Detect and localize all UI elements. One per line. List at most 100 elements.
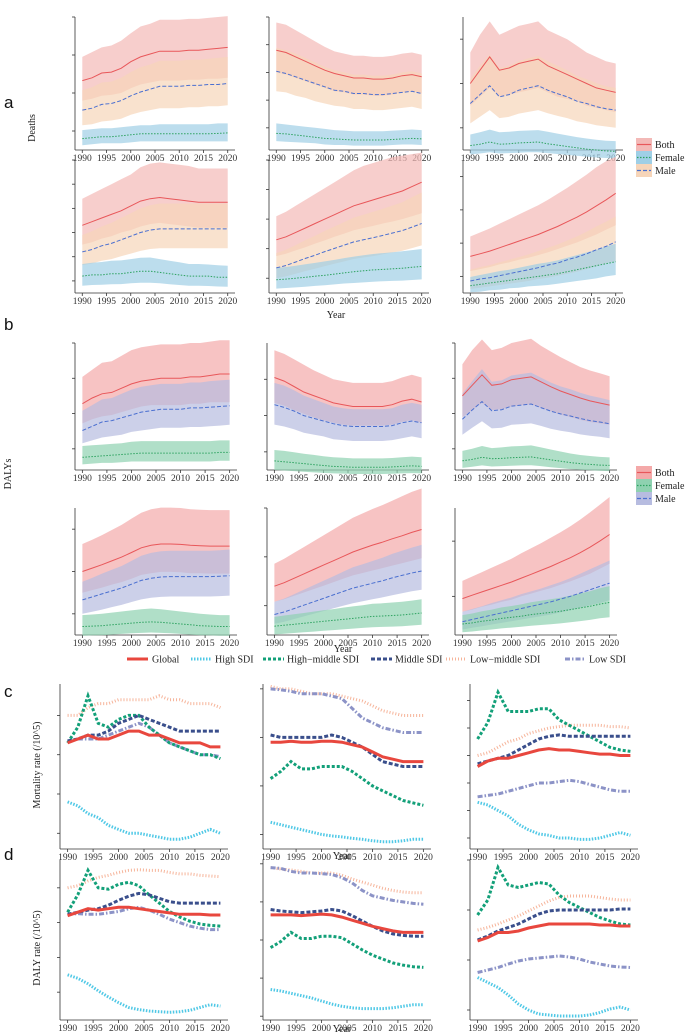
uncertainty-band-female <box>276 123 422 146</box>
series-line-high-middle-sdi <box>66 691 221 761</box>
series-line-middle-sdi <box>67 713 221 743</box>
x-tick-label: 1990 <box>73 639 92 649</box>
legend-label-middle-sdi: Middle SDI <box>395 655 443 666</box>
x-tick-label: 2020 <box>600 639 619 649</box>
series-line-both <box>274 529 422 587</box>
x-tick-label: 1990 <box>461 154 480 164</box>
x-tick-label: 2005 <box>135 1024 154 1034</box>
x-tick-label: 2020 <box>621 1024 640 1034</box>
panel-b-y-axis-label: DALYs <box>3 459 14 490</box>
panel-d-x-axis-label: Year <box>333 1024 352 1035</box>
subplot-c-both: 1990 1995 2000 2005 2010 2015 2020 <box>57 684 230 863</box>
series-line-high-middle-sdi <box>476 863 631 927</box>
series-line-both <box>82 46 228 82</box>
series-line-male <box>274 570 422 615</box>
x-tick-label: 2010 <box>170 154 189 164</box>
series-line-high-middle-sdi <box>66 867 221 928</box>
x-tick-label: 2005 <box>146 297 165 307</box>
x-tick-label: 2010 <box>551 474 570 484</box>
legend-label-female: Female <box>655 153 685 164</box>
x-tick-label: 1995 <box>477 639 496 649</box>
uncertainty-band-male <box>462 369 610 439</box>
x-tick-label: 2010 <box>160 853 179 863</box>
subplot-c-male: 1990 1995 2000 2005 2010 2015 2020 <box>467 684 640 863</box>
subplot-b-middle-sdi: 1990 1995 2000 2005 2010 2015 2020 <box>72 507 239 649</box>
subplot-b-low-middle-sdi: 1990 1995 2000 2005 2010 2015 2020 <box>264 488 431 649</box>
series-line-low-middle-sdi <box>67 868 221 890</box>
x-tick-label: 2000 <box>109 853 128 863</box>
panel-c-charts: 1990 1995 2000 2005 2010 2015 2020 1990 1995 2000… <box>57 684 640 863</box>
x-tick-label: 2005 <box>527 474 546 484</box>
uncertainty-band-female <box>82 608 230 636</box>
series-line-both <box>462 534 610 600</box>
series-line-female <box>82 132 228 140</box>
x-tick-label: 2020 <box>220 639 239 649</box>
subplot-b-low-sdi: 1990 1995 2000 2005 2010 2015 2020 <box>452 497 619 649</box>
uncertainty-band-female <box>82 440 230 465</box>
legend-sex-a: Both Female Male <box>636 138 685 177</box>
x-tick-label: 2010 <box>363 474 382 484</box>
series-line-male <box>82 83 228 111</box>
subplot-b-high-middle-sdi: 1990 1995 2000 2005 2010 2015 2020 <box>452 338 619 484</box>
legend-label-female: Female <box>655 481 685 492</box>
series-line-both <box>82 373 230 405</box>
x-tick-label: 2010 <box>363 853 382 863</box>
x-tick-label: 2020 <box>218 154 237 164</box>
panel-c-x-axis-label: Year <box>333 851 352 862</box>
x-tick-label: 2010 <box>558 154 577 164</box>
panel-b-charts: 1990 1995 2000 2005 2010 2015 2020 1990 1995 2000… <box>72 338 619 649</box>
series-line-female <box>462 601 610 625</box>
series-line-both <box>82 196 228 226</box>
uncertainty-band-female <box>82 123 228 146</box>
panel-label-c: c <box>4 682 13 701</box>
uncertainty-band-female <box>462 586 610 633</box>
panel-d-charts: 1990 1995 2000 2005 2010 2015 2020 1990 1995 2000… <box>57 859 640 1034</box>
series-line-high-middle-sdi <box>269 930 424 969</box>
x-tick-label: 2010 <box>558 297 577 307</box>
x-tick-label: 1995 <box>494 853 513 863</box>
x-tick-label: 2005 <box>147 474 166 484</box>
x-tick-label: 2015 <box>185 1024 204 1034</box>
x-tick-label: 1995 <box>287 1024 306 1034</box>
series-line-high-middle-sdi <box>269 759 424 807</box>
series-line-female <box>276 265 422 281</box>
x-tick-label: 1990 <box>468 1024 487 1034</box>
series-line-both <box>82 543 230 572</box>
x-tick-label: 1995 <box>289 639 308 649</box>
x-tick-label: 2010 <box>171 474 190 484</box>
series-line-both <box>276 181 422 241</box>
series-line-female <box>82 621 230 627</box>
x-tick-label: 2020 <box>211 853 230 863</box>
x-tick-label: 1990 <box>261 1024 280 1034</box>
x-tick-label: 1990 <box>58 853 77 863</box>
uncertainty-band-male <box>276 192 422 279</box>
panel-label-b: b <box>4 315 13 334</box>
x-tick-label: 2010 <box>570 1024 589 1034</box>
x-tick-label: 2020 <box>606 154 625 164</box>
x-tick-label: 2020 <box>621 853 640 863</box>
x-tick-label: 1990 <box>58 1024 77 1034</box>
uncertainty-band-male <box>276 48 422 111</box>
uncertainty-band-both <box>462 497 610 612</box>
series-line-male <box>276 223 422 269</box>
x-tick-label: 2005 <box>146 154 165 164</box>
x-tick-label: 2010 <box>170 297 189 307</box>
uncertainty-band-female <box>462 445 610 472</box>
series-line-low-sdi <box>270 866 424 906</box>
x-tick-label: 1995 <box>84 1024 103 1034</box>
series-line-high-sdi <box>477 800 631 841</box>
uncertainty-band-male <box>274 544 422 624</box>
x-tick-label: 1995 <box>97 639 116 649</box>
x-tick-label: 1990 <box>265 474 284 484</box>
uncertainty-band-female <box>274 450 422 474</box>
series-line-global <box>67 905 221 918</box>
x-tick-label: 1990 <box>267 154 286 164</box>
panel-label-a: a <box>4 93 14 112</box>
uncertainty-band-male <box>82 203 228 266</box>
x-tick-label: 2015 <box>582 154 601 164</box>
uncertainty-band-female <box>274 599 422 635</box>
x-tick-label: 1990 <box>453 474 472 484</box>
uncertainty-band-female <box>470 129 616 159</box>
legend-label-global: Global <box>152 655 179 666</box>
